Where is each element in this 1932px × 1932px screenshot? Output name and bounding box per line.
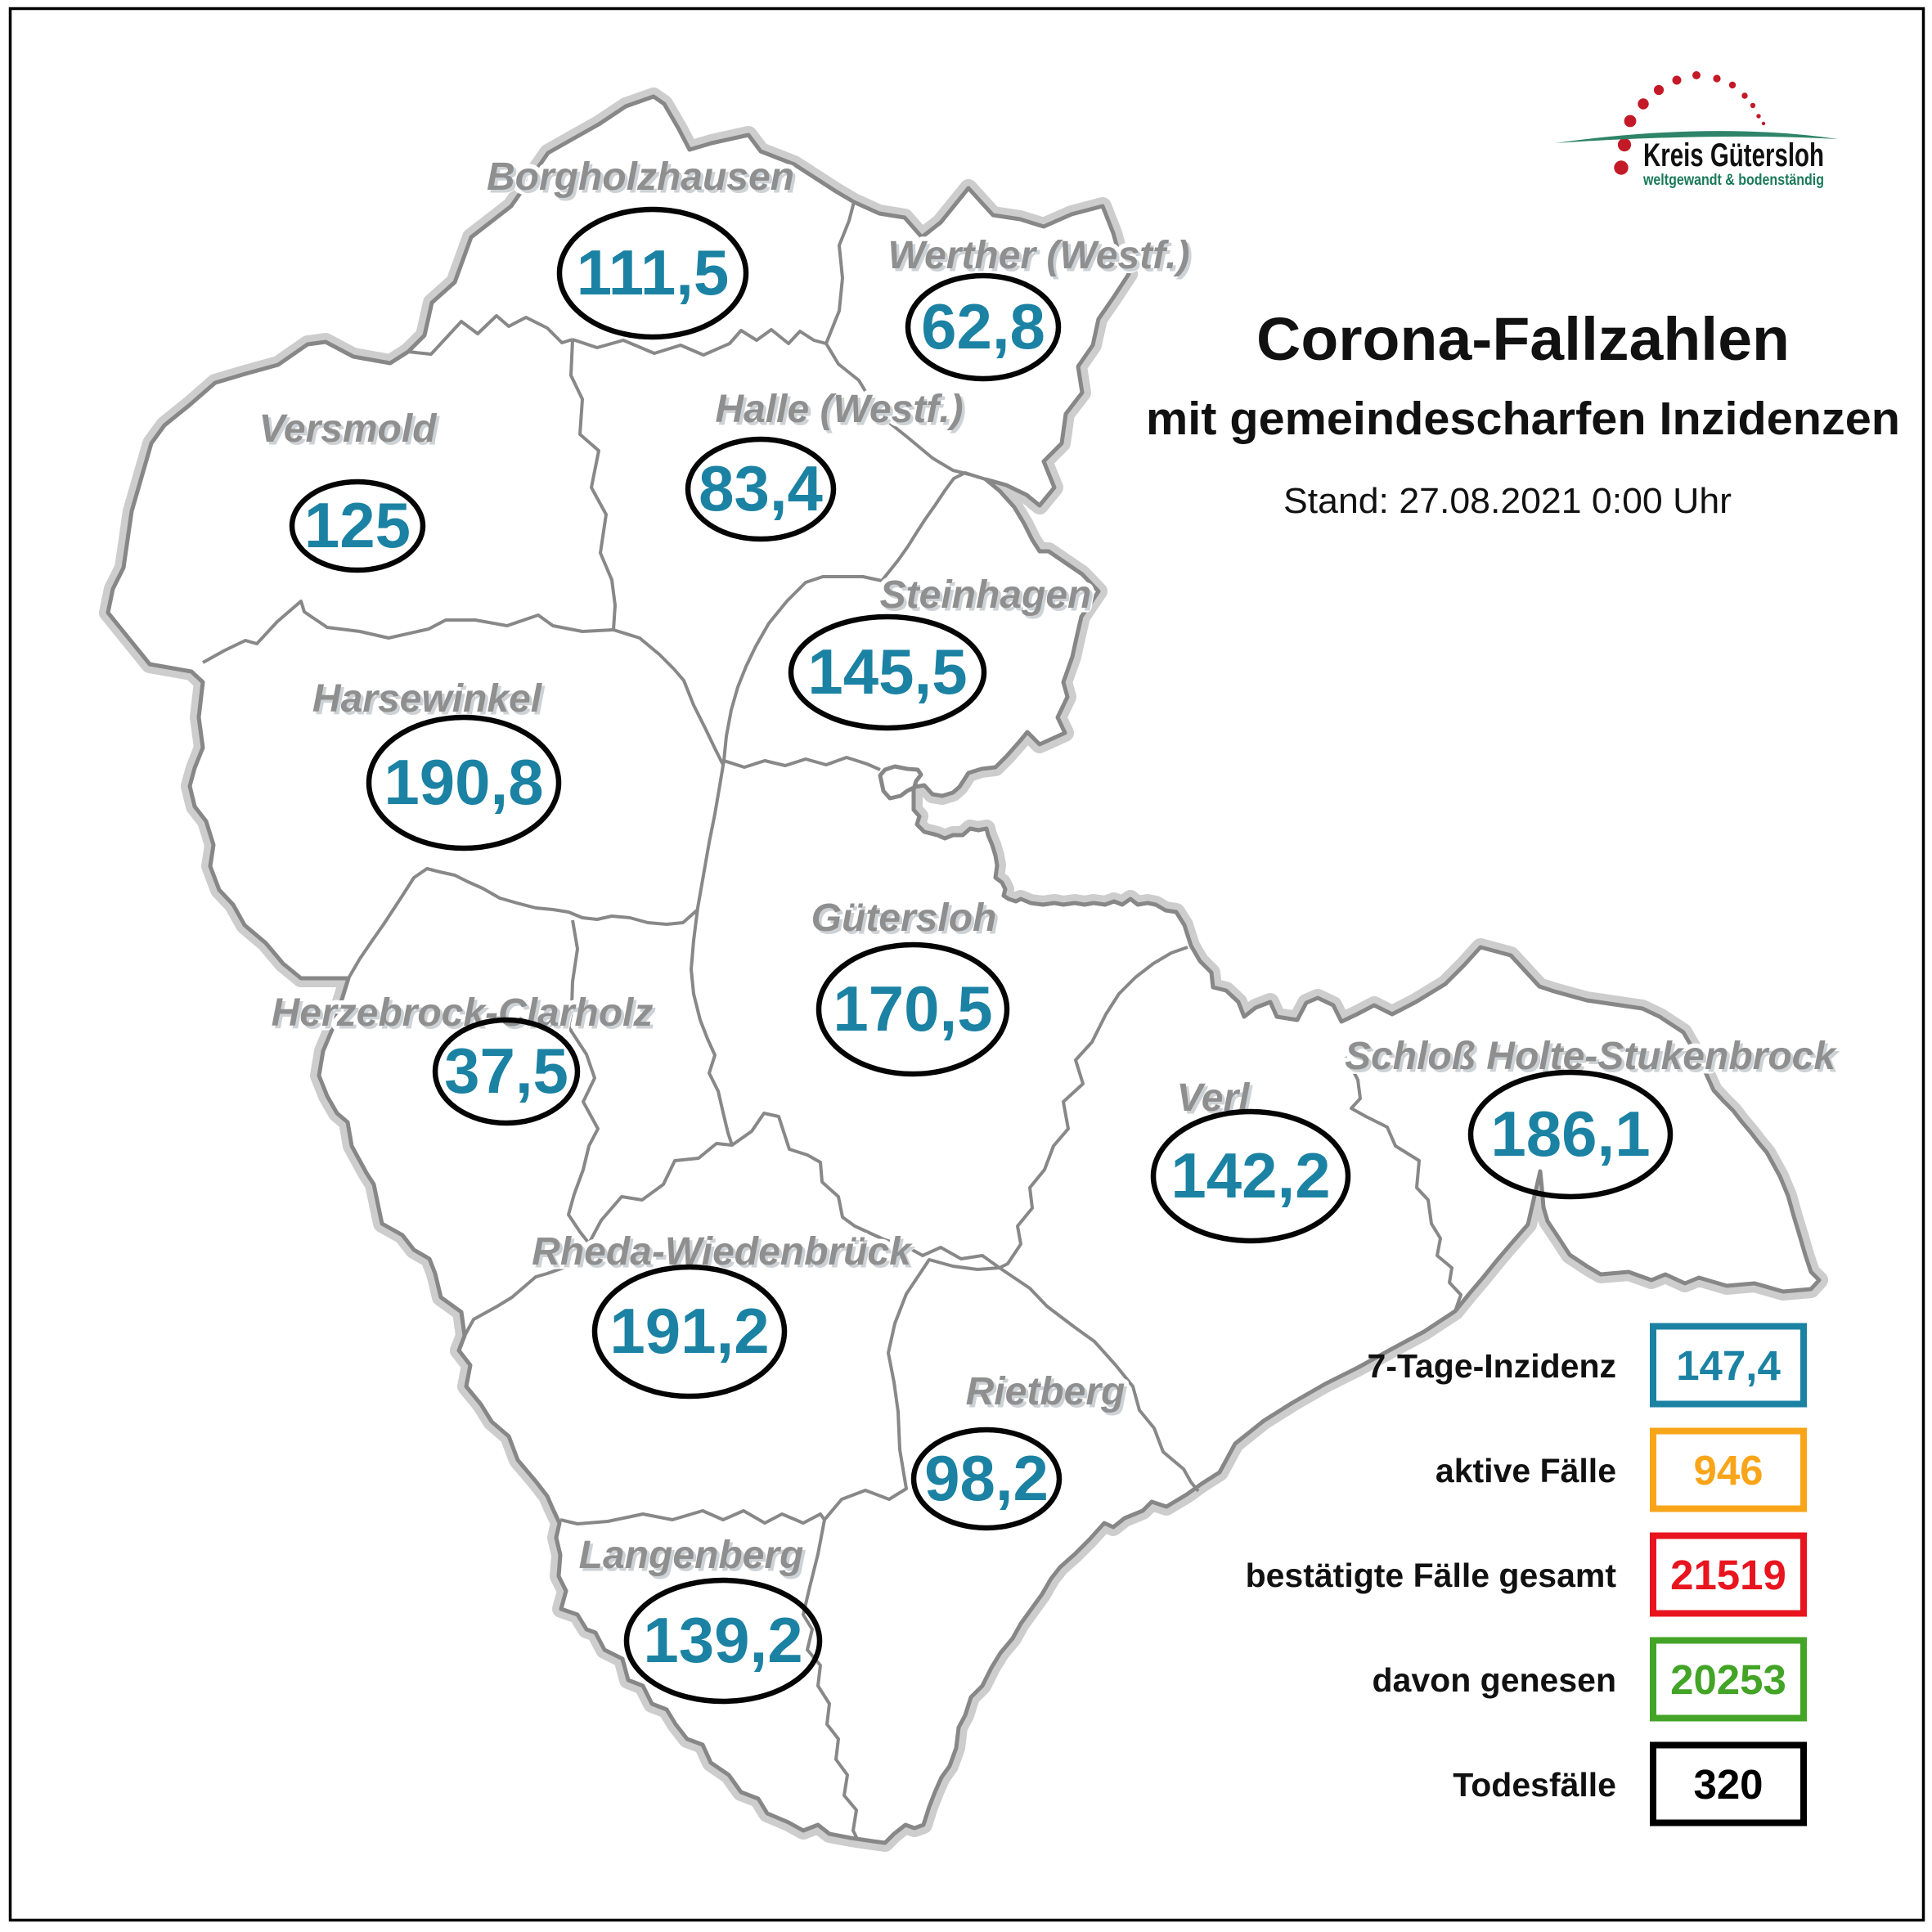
svg-text:186,1: 186,1 — [1490, 1098, 1650, 1170]
svg-text:7-Tage-Inzidenz: 7-Tage-Inzidenz — [1368, 1347, 1616, 1385]
svg-text:Werther (Westf.): Werther (Westf.) — [888, 234, 1190, 277]
svg-text:Herzebrock-Clarholz: Herzebrock-Clarholz — [272, 991, 654, 1035]
svg-text:Gütersloh: Gütersloh — [811, 896, 997, 940]
svg-text:Borgholzhausen: Borgholzhausen — [489, 159, 797, 202]
svg-text:83,4: 83,4 — [699, 452, 823, 524]
svg-text:170,5: 170,5 — [833, 973, 992, 1045]
svg-text:139,2: 139,2 — [643, 1604, 802, 1676]
svg-text:Rietberg: Rietberg — [966, 1370, 1126, 1413]
svg-text:Harsewinkel: Harsewinkel — [312, 677, 543, 721]
svg-text:145,5: 145,5 — [807, 636, 967, 708]
svg-text:Langenberg: Langenberg — [582, 1537, 806, 1580]
svg-text:Gütersloh: Gütersloh — [811, 896, 997, 940]
svg-text:Werther (Westf.): Werther (Westf.) — [891, 237, 1193, 281]
svg-text:Halle (Westf.): Halle (Westf.) — [718, 391, 966, 434]
svg-text:191,2: 191,2 — [609, 1295, 769, 1367]
svg-text:Versmold: Versmold — [262, 411, 441, 454]
svg-text:Rheda-Wiedenbrück: Rheda-Wiedenbrück — [532, 1230, 913, 1274]
svg-text:Steinhagen: Steinhagen — [880, 573, 1092, 617]
svg-text:147,4: 147,4 — [1676, 1342, 1781, 1389]
svg-text:Stand: 27.08.2021 0:00 Uhr: Stand: 27.08.2021 0:00 Uhr — [1283, 481, 1732, 521]
svg-text:37,5: 37,5 — [444, 1035, 568, 1107]
svg-text:190,8: 190,8 — [384, 746, 543, 818]
svg-text:Borgholzhausen: Borgholzhausen — [487, 155, 794, 199]
svg-text:Werther (Westf.): Werther (Westf.) — [888, 234, 1190, 277]
svg-text:Halle (Westf.): Halle (Westf.) — [715, 388, 963, 431]
svg-text:98,2: 98,2 — [924, 1442, 1049, 1514]
svg-text:125: 125 — [304, 489, 411, 561]
svg-text:142,2: 142,2 — [1170, 1139, 1330, 1211]
svg-text:Rietberg: Rietberg — [968, 1373, 1128, 1417]
svg-text:Langenberg: Langenberg — [579, 1534, 804, 1577]
svg-text:21519: 21519 — [1670, 1552, 1786, 1598]
svg-text:Corona-Fallzahlen: Corona-Fallzahlen — [1256, 305, 1790, 373]
svg-text:Steinhagen: Steinhagen — [883, 577, 1094, 620]
svg-text:bestätigte Fälle gesamt: bestätigte Fälle gesamt — [1246, 1557, 1617, 1594]
svg-text:111,5: 111,5 — [577, 236, 730, 308]
svg-text:mit gemeindescharfen Inzidenze: mit gemeindescharfen Inzidenzen — [1146, 393, 1900, 445]
svg-text:weltgewandt & bodenständig: weltgewandt & bodenständig — [1642, 171, 1824, 189]
svg-text:320: 320 — [1693, 1761, 1763, 1808]
svg-text:aktive Fälle: aktive Fälle — [1436, 1452, 1616, 1489]
svg-text:62,8: 62,8 — [921, 290, 1045, 362]
svg-text:Gütersloh: Gütersloh — [814, 900, 1000, 943]
svg-text:Steinhagen: Steinhagen — [880, 573, 1092, 617]
svg-text:davon genesen: davon genesen — [1373, 1661, 1616, 1699]
svg-text:Borgholzhausen: Borgholzhausen — [487, 155, 794, 199]
svg-text:Versmold: Versmold — [259, 407, 438, 451]
svg-text:Schloß Holte-Stukenbrock: Schloß Holte-Stukenbrock — [1345, 1035, 1837, 1078]
svg-text:Harsewinkel: Harsewinkel — [315, 681, 546, 724]
svg-text:Versmold: Versmold — [259, 407, 438, 451]
svg-text:Todesfälle: Todesfälle — [1453, 1766, 1616, 1804]
svg-text:946: 946 — [1693, 1447, 1763, 1494]
svg-text:20253: 20253 — [1670, 1656, 1786, 1703]
svg-text:Kreis Gütersloh: Kreis Gütersloh — [1643, 137, 1824, 173]
svg-text:Harsewinkel: Harsewinkel — [312, 677, 543, 721]
svg-text:Rietberg: Rietberg — [966, 1370, 1126, 1413]
svg-text:Langenberg: Langenberg — [579, 1534, 804, 1577]
svg-text:Halle (Westf.): Halle (Westf.) — [715, 388, 963, 431]
